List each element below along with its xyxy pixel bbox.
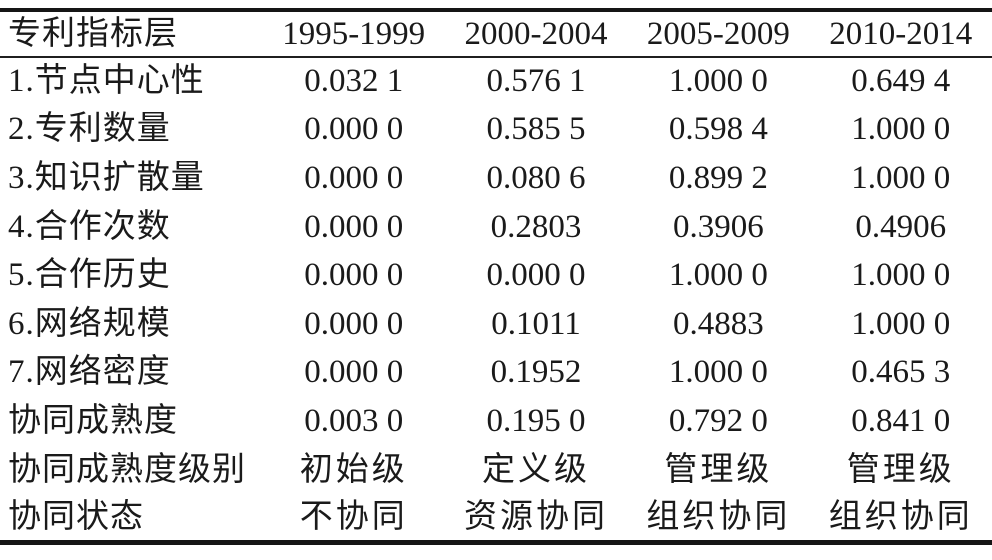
period-column-header: 1995-1999 xyxy=(262,10,445,58)
value-cell: 0.000 0 xyxy=(304,305,404,342)
value-cell: 0.032 1 xyxy=(304,63,404,100)
period-column-header: 2000-2004 xyxy=(444,10,628,58)
value-cell: 0.195 0 xyxy=(486,402,586,439)
table-row: 1.节点中心性 0.032 1 0.576 1 1.000 0 0.649 4 xyxy=(0,57,992,106)
value-cell: 0.000 0 xyxy=(304,354,404,391)
value-cell: 组织协同 xyxy=(646,498,791,535)
table-row: 4.合作次数 0.000 0 0.2803 0.3906 0.4906 xyxy=(0,203,992,252)
row-label: 7.网络密度 xyxy=(8,354,171,391)
table-row: 协同成熟度 0.003 0 0.195 0 0.792 0 0.841 0 xyxy=(0,397,992,446)
value-cell: 0.465 3 xyxy=(851,354,951,391)
value-cell: 不协同 xyxy=(299,498,408,535)
row-label: 协同成熟度级别 xyxy=(8,451,246,488)
value-cell: 管理级 xyxy=(846,451,955,488)
value-cell: 0.1011 xyxy=(491,305,581,342)
value-cell: 资源协同 xyxy=(464,498,609,535)
value-cell: 0.1952 xyxy=(490,354,582,391)
table-row: 3.知识扩散量 0.000 0 0.080 6 0.899 2 1.000 0 xyxy=(0,154,992,203)
indicator-layer-column-header: 专利指标层 xyxy=(0,10,263,58)
row-label: 协同成熟度 xyxy=(8,402,178,439)
value-cell: 0.585 5 xyxy=(486,111,586,148)
value-cell: 1.000 0 xyxy=(851,305,951,342)
period-column-header: 2005-2009 xyxy=(627,10,810,58)
value-cell: 0.598 4 xyxy=(668,111,768,148)
table-row: 5.合作历史 0.000 0 0.000 0 1.000 0 1.000 0 xyxy=(0,251,992,300)
value-cell: 0.649 4 xyxy=(851,63,951,100)
value-cell: 1.000 0 xyxy=(851,111,951,148)
row-label: 3.知识扩散量 xyxy=(8,159,205,196)
row-label: 6.网络规模 xyxy=(8,305,171,342)
value-cell: 1.000 0 xyxy=(668,257,768,294)
value-cell: 组织协同 xyxy=(828,498,973,535)
patent-indicator-table: 专利指标层 1995-1999 2000-2004 2005-2009 2010-201… xyxy=(0,8,992,546)
table-body: 1.节点中心性 0.032 1 0.576 1 1.000 0 0.649 4 2.专利数… xyxy=(0,57,992,543)
value-cell: 0.080 6 xyxy=(486,159,586,196)
table-row: 协同成熟度级别 初始级 定义级 管理级 管理级 xyxy=(0,446,992,495)
row-label: 5.合作历史 xyxy=(8,257,171,294)
value-cell: 0.4906 xyxy=(855,208,947,245)
value-cell: 1.000 0 xyxy=(851,159,951,196)
value-cell: 1.000 0 xyxy=(668,354,768,391)
value-cell: 0.003 0 xyxy=(304,402,404,439)
value-cell: 初始级 xyxy=(299,451,408,488)
period-column-header: 2010-2014 xyxy=(809,10,992,58)
value-cell: 0.2803 xyxy=(490,208,582,245)
value-cell: 0.000 0 xyxy=(304,159,404,196)
table-row: 2.专利数量 0.000 0 0.585 5 0.598 4 1.000 0 xyxy=(0,106,992,155)
table-row: 7.网络密度 0.000 0 0.1952 1.000 0 0.465 3 xyxy=(0,349,992,398)
value-cell: 0.792 0 xyxy=(668,402,768,439)
value-cell: 1.000 0 xyxy=(668,63,768,100)
value-cell: 0.899 2 xyxy=(668,159,768,196)
row-label: 协同状态 xyxy=(8,498,144,535)
value-cell: 管理级 xyxy=(664,451,773,488)
value-cell: 0.3906 xyxy=(673,208,764,245)
value-cell: 0.000 0 xyxy=(486,257,586,294)
value-cell: 0.000 0 xyxy=(304,257,404,294)
row-label: 1.节点中心性 xyxy=(8,63,205,100)
value-cell: 定义级 xyxy=(482,451,591,488)
value-cell: 0.4883 xyxy=(673,305,764,342)
value-cell: 0.841 0 xyxy=(851,402,951,439)
value-cell: 0.576 1 xyxy=(486,63,586,100)
table-header-row: 专利指标层 1995-1999 2000-2004 2005-2009 2010-201… xyxy=(0,10,992,58)
value-cell: 1.000 0 xyxy=(851,257,951,294)
row-label: 2.专利数量 xyxy=(8,111,171,148)
table-row: 协同状态 不协同 资源协同 组织协同 组织协同 xyxy=(0,494,992,543)
row-label: 4.合作次数 xyxy=(8,208,171,245)
value-cell: 0.000 0 xyxy=(304,208,404,245)
table-row: 6.网络规模 0.000 0 0.1011 0.4883 1.000 0 xyxy=(0,300,992,349)
value-cell: 0.000 0 xyxy=(304,111,404,148)
